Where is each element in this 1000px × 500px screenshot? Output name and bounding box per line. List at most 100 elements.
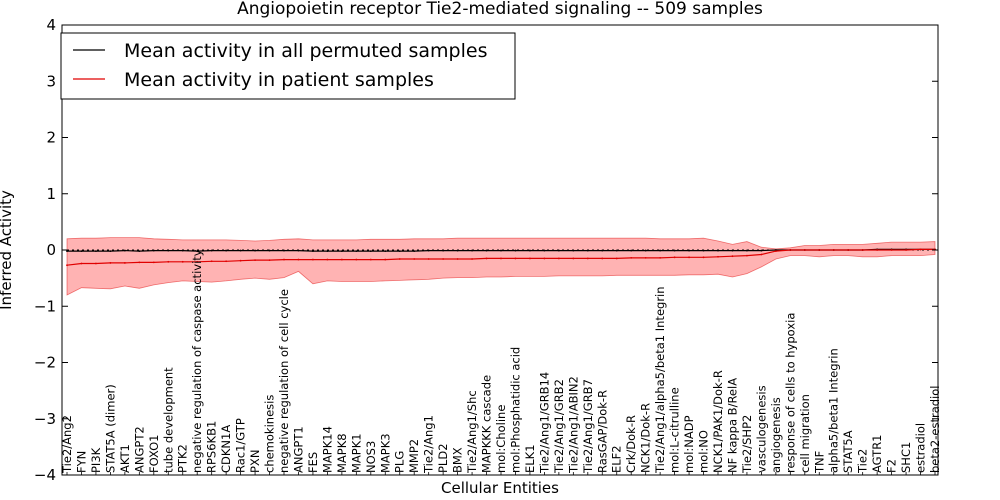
series-point [297, 258, 300, 261]
y-tick-label: −2 [34, 354, 56, 372]
series-point [442, 258, 445, 260]
series-point [529, 257, 531, 260]
series-point [847, 249, 850, 251]
x-category-label: BMX [451, 447, 465, 473]
x-category-label: AGTR1 [870, 435, 884, 474]
series-point [557, 257, 560, 260]
series-point [239, 259, 242, 262]
patient-band [66, 237, 936, 296]
legend-label-permuted: Mean activity in all permuted samples [124, 40, 487, 62]
series-point [557, 249, 560, 252]
x-category-label: STAT5A (dimer) [103, 384, 117, 473]
x-category-label: MAPK1 [349, 433, 363, 473]
series-point [905, 249, 907, 251]
x-category-label: PLD2 [436, 443, 450, 473]
series-point [398, 250, 401, 253]
series-point [471, 258, 473, 260]
x-category-label: tube development [161, 367, 175, 473]
series-point [731, 255, 734, 258]
x-category-label: NOS3 [364, 441, 378, 473]
series-point [268, 259, 271, 262]
x-category-label: ELF2 [610, 445, 624, 473]
series-point [152, 261, 155, 264]
series-point [80, 250, 83, 253]
series-point [774, 250, 777, 253]
series-point [514, 249, 517, 252]
series-point [355, 250, 358, 253]
x-category-label: response of cells to hypoxia [783, 313, 797, 473]
series-point [181, 249, 184, 252]
x-category-label: RPS6KB1 [205, 421, 219, 473]
series-point [876, 249, 879, 251]
series-point [326, 258, 329, 261]
series-point [659, 249, 662, 252]
series-point [297, 249, 300, 252]
series-point [355, 258, 358, 261]
x-category-label: alpha5/beta1 Integrin [827, 348, 841, 473]
series-point [673, 249, 676, 252]
series-point [369, 258, 372, 261]
series-point [572, 249, 575, 252]
series-point [413, 250, 416, 253]
series-point [384, 258, 387, 261]
x-category-label: cell migration [798, 394, 812, 473]
x-category-label: Tie2/Ang1 [422, 415, 436, 474]
series-point [138, 250, 141, 253]
y-axis-label: Inferred Activity [0, 190, 15, 310]
series-point [832, 249, 835, 251]
series-point [630, 249, 633, 252]
x-category-label: PXN [248, 450, 262, 473]
series-point [500, 249, 502, 252]
x-category-label: FOXO1 [147, 435, 161, 473]
series-point [861, 249, 864, 251]
y-tick-label: 2 [46, 129, 56, 147]
x-category-label: FES [306, 452, 320, 473]
x-category-label: mol:Choline [494, 405, 508, 473]
chart-title: Angiopoietin receptor Tie2-mediated sign… [237, 0, 763, 19]
x-category-label: ANGPT1 [292, 426, 306, 473]
x-category-label: RasGAP/Dok-R [595, 390, 609, 473]
series-point [746, 254, 748, 257]
series-point [615, 257, 618, 260]
series-point [818, 249, 821, 251]
plot-area [62, 237, 938, 296]
series-point [746, 249, 748, 252]
series-point [485, 257, 488, 260]
x-category-label: Crk/Dok-R [624, 415, 638, 473]
series-point [514, 257, 517, 260]
x-category-label: Tie2/SHP2 [740, 415, 754, 474]
series-point [268, 249, 271, 252]
series-point [167, 249, 170, 252]
series-point [919, 248, 922, 251]
series-point [803, 249, 806, 251]
series-point [210, 260, 213, 263]
y-tick-label: 1 [46, 185, 56, 203]
series-point [239, 249, 242, 252]
x-category-label: Tie2/Ang1/ABIN2 [566, 376, 580, 474]
x-category-label: Tie2/Ang1/Shc [465, 390, 479, 474]
series-point [644, 249, 647, 252]
series-point [398, 258, 401, 260]
series-point [659, 256, 662, 259]
series-point [543, 257, 546, 260]
x-category-label: TNF [812, 451, 826, 474]
series-point [615, 249, 618, 252]
x-category-label: ANGPT2 [132, 426, 146, 473]
x-category-label: Tie2 [856, 449, 870, 474]
series-point [340, 250, 343, 253]
x-category-label: MAPKKK cascade [480, 375, 494, 473]
series-point [384, 250, 387, 253]
series-point [66, 264, 68, 267]
series-point [369, 250, 372, 253]
x-category-label: beta2-estradiol [928, 386, 942, 473]
x-category-label: Tie2/Ang1/GRB14 [537, 372, 551, 474]
series-point [760, 253, 763, 256]
series-point [196, 250, 199, 253]
y-tick-label: −1 [34, 297, 56, 315]
series-point [109, 250, 112, 253]
x-category-label: MMP2 [407, 439, 421, 473]
series-point [500, 257, 502, 260]
x-category-label: negative regulation of cell cycle [277, 289, 291, 473]
series-point [123, 249, 126, 252]
series-point [326, 250, 329, 253]
